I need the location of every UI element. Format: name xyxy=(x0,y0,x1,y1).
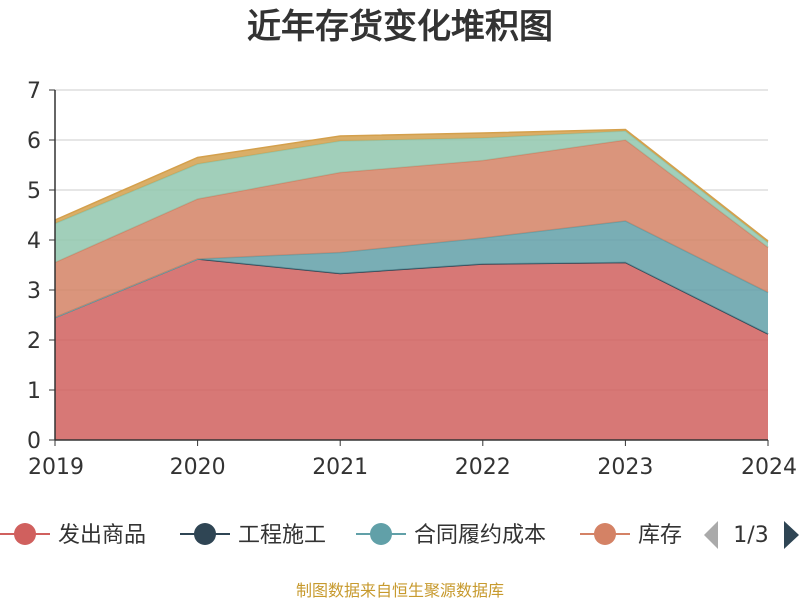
y-tick-label: 2 xyxy=(27,329,41,354)
data-source-footer: 制图数据来自恒生聚源数据库 xyxy=(296,581,504,600)
y-tick-label: 0 xyxy=(27,429,41,454)
legend-marker xyxy=(594,523,616,545)
legend-item[interactable]: 合同履约成本 xyxy=(356,523,546,548)
legend-prev-page-icon[interactable] xyxy=(704,521,718,549)
area-库存 xyxy=(55,140,768,318)
legend-next-page-icon[interactable] xyxy=(784,521,799,549)
legend-item[interactable]: 工程施工 xyxy=(180,523,326,548)
legend: 发出商品 工程施工 合同履约成本 库存 1/3 xyxy=(0,521,799,549)
chart-title: 近年存货变化堆积图 xyxy=(247,7,553,47)
area-合同履约成本 xyxy=(55,221,768,334)
legend-marker xyxy=(370,523,392,545)
x-tick-label: 2019 xyxy=(28,455,84,480)
y-tick-label: 4 xyxy=(27,229,41,254)
legend-label: 合同履约成本 xyxy=(414,523,546,548)
area-series6 xyxy=(55,129,768,243)
x-tick-label: 2022 xyxy=(455,455,511,480)
y-tick-label: 7 xyxy=(27,79,41,104)
area-series5 xyxy=(55,131,768,263)
y-tick-label: 1 xyxy=(27,379,41,404)
axes: 0 1 2 3 4 5 6 7 2019 2020 2021 2022 2023 2024 xyxy=(27,79,797,480)
x-tick-label: 2023 xyxy=(597,455,653,480)
legend-marker xyxy=(194,523,216,545)
x-tick-label: 2020 xyxy=(170,455,226,480)
legend-label: 工程施工 xyxy=(238,523,326,548)
y-tick-label: 6 xyxy=(27,129,41,154)
x-tick-label: 2024 xyxy=(741,455,797,480)
legend-item[interactable]: 发出商品 xyxy=(0,523,146,548)
legend-item[interactable]: 库存 xyxy=(580,523,682,548)
stacked-areas xyxy=(54,128,769,440)
y-tick-label: 5 xyxy=(27,179,41,204)
area-发出商品 xyxy=(55,259,768,440)
legend-marker xyxy=(14,523,36,545)
line-series6 xyxy=(54,128,769,242)
y-tick-label: 3 xyxy=(27,279,41,304)
x-tick-label: 2021 xyxy=(312,455,368,480)
legend-page-indicator: 1/3 xyxy=(733,523,768,548)
legend-label: 发出商品 xyxy=(58,523,146,548)
legend-label: 库存 xyxy=(638,523,682,548)
